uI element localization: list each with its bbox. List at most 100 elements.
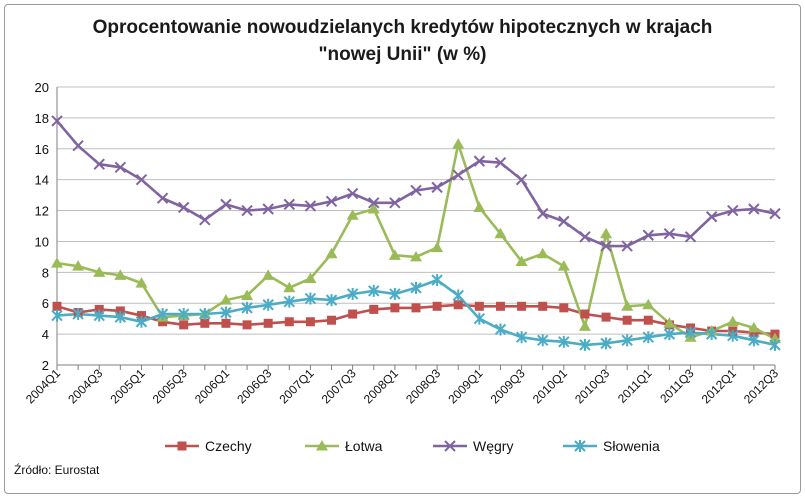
data-point-Czechy: [453, 300, 463, 310]
data-point-Czechy: [390, 303, 400, 313]
data-point-Łotwa: [283, 281, 296, 293]
data-point-Łotwa: [114, 269, 127, 280]
data-point-Łotwa: [642, 298, 655, 310]
data-point-Słowenia: [220, 306, 232, 319]
data-point-Czechy: [559, 303, 569, 313]
data-point-Czechy: [242, 320, 252, 330]
data-point-Węgry: [769, 207, 781, 220]
data-point-Słowenia: [283, 295, 296, 308]
data-point-Łotwa: [304, 272, 317, 284]
x-tick-label: 2005Q1: [107, 366, 147, 406]
data-point-Słowenia: [156, 308, 169, 321]
data-point-Węgry: [283, 198, 296, 211]
data-point-Czechy: [136, 311, 146, 321]
data-point-Węgry: [135, 173, 148, 186]
data-point-Czechy: [179, 320, 189, 330]
data-point-Łotwa: [663, 317, 676, 328]
data-point-Słowenia: [705, 328, 718, 341]
data-point-Węgry: [684, 231, 697, 243]
data-point-Słowenia: [600, 337, 612, 350]
chart-frame: [4, 4, 801, 494]
data-point-Węgry: [241, 204, 253, 217]
data-point-Słowenia: [389, 287, 401, 300]
data-point-Czechy: [580, 309, 590, 319]
data-point-Węgry: [494, 156, 507, 169]
x-tick-label: 2011Q3: [657, 366, 697, 406]
x-tick-label: 2009Q1: [445, 366, 485, 406]
data-point-Łotwa: [388, 249, 401, 260]
x-tick-label: 2012Q3: [741, 366, 781, 406]
data-point-Węgry: [452, 169, 464, 181]
chart-title-line-2: "nowej Unii" (w %): [318, 44, 487, 65]
x-tick-label: 2012Q1: [699, 366, 739, 406]
legend-label: Węgry: [473, 438, 513, 454]
data-point-Słowenia: [727, 329, 739, 342]
series-line-Węgry: [56, 120, 776, 248]
data-point-Słowenia: [199, 308, 211, 321]
y-tick-label: 20: [35, 80, 49, 95]
data-point-Węgry: [262, 203, 274, 215]
data-point-Słowenia: [684, 326, 697, 339]
data-point-Węgry: [642, 229, 655, 241]
data-point-Łotwa: [621, 300, 634, 311]
data-point-Łotwa: [494, 227, 507, 239]
data-point-Węgry: [621, 240, 633, 252]
legend-label: Słowenia: [603, 438, 660, 454]
data-point-Węgry: [156, 192, 169, 204]
x-tick-label: 2008Q1: [361, 366, 401, 406]
legend-marker: [574, 440, 586, 452]
data-point-Czechy: [158, 317, 168, 327]
data-point-Słowenia: [536, 334, 549, 347]
data-point-Słowenia: [748, 334, 760, 347]
data-point-Łotwa: [726, 315, 739, 327]
data-point-Węgry: [389, 197, 401, 209]
data-point-Czechy: [348, 309, 358, 319]
data-point-Czechy: [495, 301, 505, 311]
data-point-Czechy: [538, 301, 548, 311]
data-point-Czechy: [200, 318, 210, 328]
data-point-Węgry: [579, 231, 591, 243]
data-point-Łotwa: [325, 247, 338, 259]
data-point-Słowenia: [368, 284, 380, 297]
x-tick-label: 2010Q3: [572, 366, 612, 406]
data-point-Łotwa: [473, 201, 486, 212]
data-point-Węgry: [51, 115, 63, 127]
data-point-Węgry: [368, 197, 380, 209]
y-tick-label: 16: [35, 142, 49, 157]
data-point-Czechy: [221, 318, 231, 328]
data-point-Słowenia: [304, 292, 317, 305]
data-point-Węgry: [114, 161, 127, 174]
x-tick-label: 2007Q1: [276, 366, 316, 406]
data-point-Słowenia: [452, 289, 464, 302]
x-tick-label: 2004Q3: [65, 366, 105, 406]
data-point-Słowenia: [663, 328, 676, 341]
data-point-Czechy: [749, 328, 759, 338]
y-tick-label: 8: [42, 265, 49, 280]
data-point-Węgry: [473, 155, 486, 167]
data-point-Słowenia: [135, 315, 148, 328]
data-point-Węgry: [304, 200, 317, 212]
legend-item: Łotwa: [305, 438, 383, 454]
source-note: Źródło: Eurostat: [14, 463, 100, 477]
data-point-Czechy: [369, 304, 379, 314]
data-point-Łotwa: [262, 269, 275, 280]
data-point-Czechy: [263, 318, 273, 328]
data-point-Łotwa: [515, 255, 528, 267]
y-tick-label: 10: [35, 234, 49, 249]
data-point-Węgry: [558, 215, 570, 228]
data-point-Węgry: [748, 203, 760, 215]
data-point-Czechy: [601, 312, 611, 322]
data-point-Łotwa: [747, 321, 760, 333]
data-point-Łotwa: [51, 257, 63, 268]
data-point-Węgry: [431, 181, 443, 194]
data-point-Łotwa: [346, 209, 359, 220]
data-point-Łotwa: [431, 241, 444, 253]
data-point-Czechy: [327, 315, 337, 325]
y-tick-label: 18: [35, 111, 49, 126]
data-point-Słowenia: [241, 301, 253, 314]
data-point-Łotwa: [600, 227, 613, 239]
data-point-Łotwa: [536, 247, 549, 259]
data-point-Słowenia: [558, 335, 570, 348]
data-point-Węgry: [199, 214, 211, 226]
x-tick-label: 2009Q3: [488, 366, 528, 406]
